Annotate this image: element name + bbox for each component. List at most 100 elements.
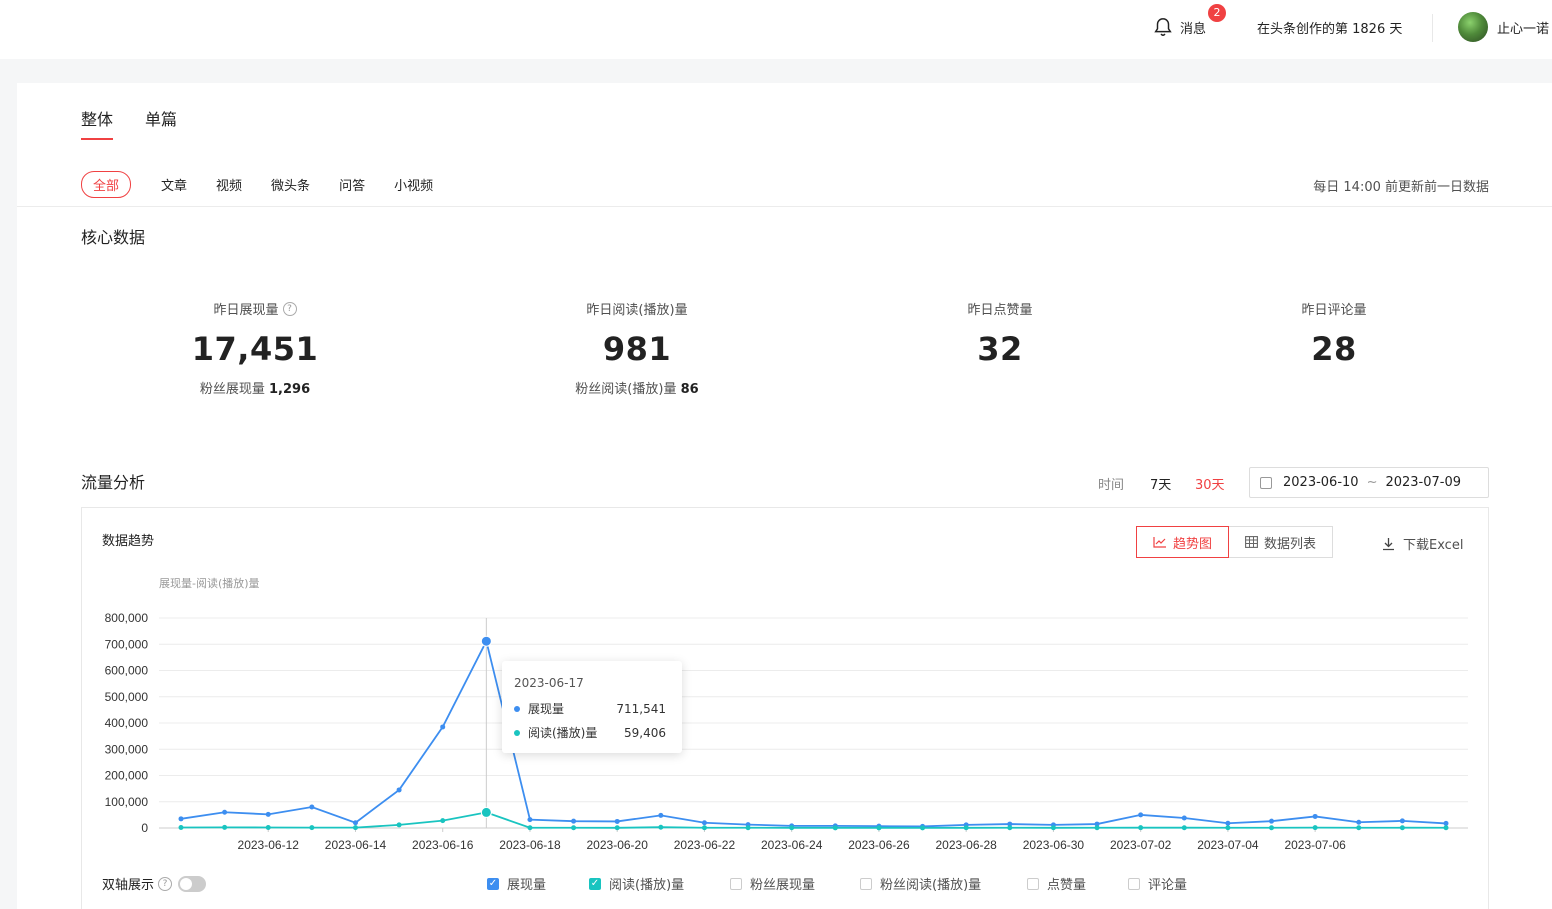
data-point: [480, 806, 492, 818]
x-tick-label: 2023-06-24: [761, 838, 823, 852]
legend-label: 阅读(播放)量: [609, 878, 685, 893]
data-point: [963, 825, 969, 831]
y-axis-title: 展现量-阅读(播放)量: [159, 577, 260, 590]
tooltip-row: 展现量 711,541: [514, 700, 666, 717]
legend-fan-reads[interactable]: 粉丝阅读(播放)量: [860, 874, 981, 893]
help-icon[interactable]: ?: [158, 876, 173, 891]
data-point: [701, 825, 707, 831]
y-tick-label: 0: [141, 821, 148, 835]
x-tick-label: 2023-06-16: [412, 838, 474, 852]
metric-label: 昨日评论量: [1301, 303, 1367, 318]
series-line: [180, 638, 1447, 828]
metric-label: 昨日展现量: [213, 303, 279, 318]
checkbox[interactable]: [730, 877, 742, 890]
y-tick-label: 800,000: [105, 611, 149, 625]
legend-reads[interactable]: ✓ 阅读(播放)量: [589, 874, 684, 893]
metric-comments: 昨日评论量 28: [1184, 299, 1484, 368]
subtab-article[interactable]: 文章: [161, 179, 188, 194]
tab-single[interactable]: 单篇: [145, 110, 178, 129]
data-point: [1356, 819, 1362, 825]
core-data-title: 核心数据: [81, 228, 146, 247]
metric-label: 昨日阅读(播放)量: [586, 303, 688, 318]
data-point: [352, 825, 358, 831]
legend-fan-impressions[interactable]: 粉丝展现量: [730, 874, 815, 893]
range-7d[interactable]: 7天: [1150, 478, 1172, 493]
messages-button[interactable]: 消息: [1152, 16, 1206, 38]
data-point: [265, 824, 271, 830]
data-point: [1269, 825, 1275, 831]
subtab-short-video[interactable]: 小视频: [394, 179, 434, 194]
date-range-picker[interactable]: 2023-06-10 ~ 2023-07-09: [1249, 467, 1489, 498]
checkbox[interactable]: [1027, 877, 1039, 890]
trend-view-button[interactable]: 趋势图: [1136, 526, 1230, 558]
messages-label: 消息: [1180, 21, 1207, 37]
header-divider: [1432, 14, 1433, 42]
avatar[interactable]: [1458, 12, 1488, 42]
data-point: [1356, 825, 1362, 831]
date-start[interactable]: 2023-06-10: [1283, 475, 1359, 490]
table-view-button[interactable]: 数据列表: [1229, 526, 1334, 558]
data-point: [571, 818, 577, 824]
card-title: 数据趋势: [102, 534, 155, 549]
data-point: [658, 812, 664, 818]
metric-sub: 粉丝阅读(播放)量 86: [487, 378, 787, 397]
data-point: [789, 825, 795, 831]
subtab-video[interactable]: 视频: [216, 179, 243, 194]
legend-label: 粉丝展现量: [750, 878, 816, 893]
range-30d[interactable]: 30天: [1195, 478, 1225, 493]
data-point: [222, 824, 228, 830]
metric-value: 17,451: [191, 330, 319, 368]
data-point: [614, 825, 620, 831]
data-point: [440, 818, 446, 824]
data-point: [1138, 825, 1144, 831]
data-point: [178, 824, 184, 830]
data-point: [480, 635, 492, 647]
tab-overall[interactable]: 整体: [81, 106, 114, 140]
x-tick-label: 2023-06-28: [935, 838, 997, 852]
metric-sub: 粉丝展现量 1,296: [105, 378, 405, 397]
subtab-qa[interactable]: 问答: [339, 179, 366, 194]
dual-axis-switch[interactable]: [178, 875, 207, 892]
data-point: [1007, 825, 1013, 831]
download-icon: [1383, 537, 1394, 550]
data-point: [396, 822, 402, 828]
dual-axis-toggle: 双轴展示 ?: [102, 874, 207, 893]
y-tick-label: 200,000: [105, 769, 149, 783]
x-tick-label: 2023-06-22: [674, 838, 736, 852]
download-excel-button[interactable]: 下载Excel: [1382, 534, 1463, 553]
tooltip-series-value: 59,406: [624, 725, 666, 740]
legend-comments[interactable]: 评论量: [1128, 874, 1187, 893]
metric-sub-label: 粉丝阅读(播放)量: [575, 382, 677, 397]
dual-axis-label: 双轴展示: [102, 878, 155, 893]
metric-sub-label: 粉丝展现量: [199, 382, 265, 397]
checkbox-checked[interactable]: ✓: [589, 877, 601, 890]
checkbox[interactable]: [1128, 877, 1140, 890]
data-point: [876, 825, 882, 831]
data-point: [701, 820, 707, 826]
username[interactable]: 止心一诺: [1497, 22, 1550, 37]
legend-label: 粉丝阅读(播放)量: [880, 878, 982, 893]
x-tick-label: 2023-07-06: [1284, 838, 1346, 852]
subtab-all[interactable]: 全部: [81, 171, 132, 198]
trend-chart: 0 100,000 200,000 300,000 400,000 500,000 600,…: [105, 611, 1468, 852]
y-tick-label: 500,000: [105, 690, 149, 704]
legend-likes[interactable]: 点赞量: [1027, 874, 1086, 893]
legend-impressions[interactable]: ✓ 展现量: [487, 874, 546, 893]
metric-reads: 昨日阅读(播放)量 981 粉丝阅读(播放)量 86: [487, 299, 787, 397]
checkbox-checked[interactable]: ✓: [487, 877, 499, 890]
checkbox[interactable]: [860, 877, 872, 890]
x-tick-label: 2023-07-02: [1110, 838, 1172, 852]
data-point: [614, 818, 620, 824]
creation-days: 在头条创作的第 1826 天: [1257, 22, 1403, 37]
legend-label: 点赞量: [1047, 878, 1087, 893]
date-end[interactable]: 2023-07-09: [1385, 475, 1462, 490]
help-icon[interactable]: ?: [282, 301, 297, 316]
x-tick-label: 2023-07-04: [1197, 838, 1259, 852]
calendar-icon: [1260, 476, 1272, 489]
subtab-micro[interactable]: 微头条: [271, 179, 311, 194]
trend-card: 数据趋势 趋势图 数据列表 下载Excel 展现量-阅读(播放)量 0 100,0…: [81, 507, 1489, 909]
series-line: [180, 811, 1447, 829]
data-point: [527, 817, 533, 823]
data-point: [178, 816, 184, 822]
trend-view-label: 趋势图: [1173, 536, 1213, 552]
